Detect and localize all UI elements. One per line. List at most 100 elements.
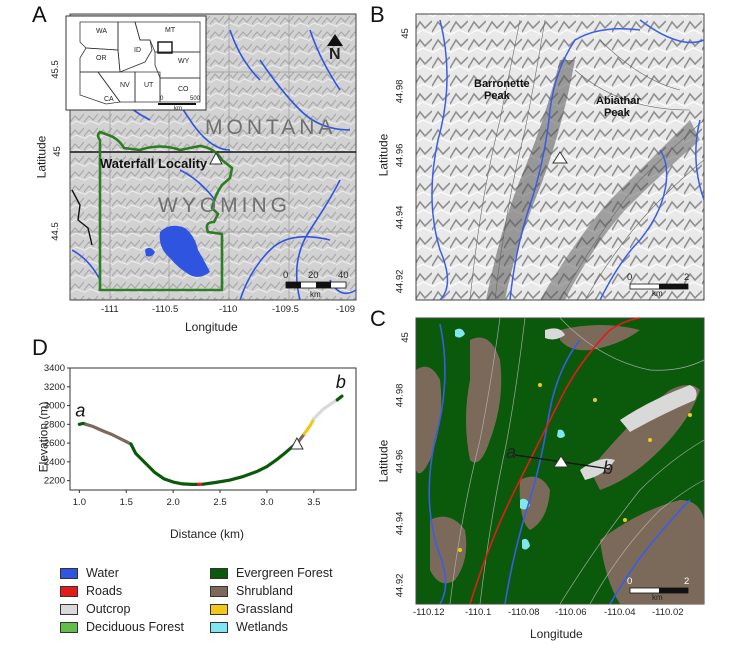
profile-segment-grassland <box>302 417 316 436</box>
legend-label-roads: Roads <box>86 584 123 598</box>
legend-label-water: Water <box>86 566 119 580</box>
d-ylabel: Elevation (m) <box>36 401 51 473</box>
a-xlabel: Longitude <box>185 320 238 334</box>
c-xlabel: Longitude <box>530 627 583 641</box>
c-xtick-5: -110.02 <box>652 607 684 618</box>
profile-end-label: b <box>336 372 346 392</box>
inset-label-wy: WY <box>178 58 190 65</box>
peak-abiathar-line1: Abiathar <box>596 95 641 107</box>
x-tick-label: 2.0 <box>167 497 180 508</box>
legend-swatch-shrubland <box>210 585 228 597</box>
c-xtick-4: -110.04 <box>604 607 636 618</box>
c-profile-start: a <box>506 442 517 462</box>
scale-c-0: 0 <box>627 576 633 587</box>
c-profile-end: b <box>603 458 614 478</box>
profile-segment-outcrop <box>312 398 339 421</box>
x-tick-label: 1.5 <box>120 497 133 508</box>
x-tick-label: 2.5 <box>213 497 226 508</box>
c-xtick-0: -110.12 <box>413 607 445 618</box>
y-tick-label: 2400 <box>44 457 65 468</box>
inset-scale-0: 0 <box>160 96 164 102</box>
legend-swatch-roads <box>60 585 78 597</box>
legend-label-wetlands: Wetlands <box>236 620 288 634</box>
y-tick-label: 3000 <box>44 401 65 412</box>
scale-a-0: 0 <box>283 270 289 281</box>
legend-swatch-grassland <box>210 603 228 615</box>
legend-swatch-outcrop <box>60 603 78 615</box>
peak-barronette-line2: Peak <box>484 90 510 102</box>
locality-marker <box>290 436 304 450</box>
scale-b-unit: km <box>652 289 663 298</box>
y-tick-label: 3400 <box>44 363 65 374</box>
legend-label-grassland: Grassland <box>236 602 293 616</box>
panel-b-letter: B <box>370 2 385 27</box>
scale-c-2: 2 <box>684 576 690 587</box>
x-tick-label: 3.5 <box>307 497 320 508</box>
scale-b-0: 0 <box>627 272 633 283</box>
north-label: N <box>329 46 341 63</box>
inset-label-wa: WA <box>96 28 108 35</box>
a-xtick-2: -110 <box>219 304 238 315</box>
c-xtick-3: -110.06 <box>555 607 587 618</box>
peak-barronette-line1: Barronette <box>474 78 530 90</box>
x-tick-label: 3.0 <box>260 497 273 508</box>
inset-label-or: OR <box>96 55 107 62</box>
inset-label-co: CO <box>178 86 189 93</box>
legend-item-water: Water <box>60 566 119 580</box>
profile-segment-evergreen-forest <box>129 442 201 486</box>
panel-c-letter: C <box>370 306 386 331</box>
legend-swatch-evergreen-forest <box>210 567 228 579</box>
inset-label-ca: CA <box>104 96 114 103</box>
scale-c-unit: km <box>652 593 663 602</box>
legend-item-deciduous-forest: Deciduous Forest <box>60 620 184 634</box>
legend-item-grassland: Grassland <box>210 602 293 616</box>
peak-abiathar-line2: Peak <box>604 107 630 119</box>
y-tick-label: 2600 <box>44 438 65 449</box>
locality-label: Waterfall Locality <box>100 156 208 171</box>
y-tick-label: 3200 <box>44 382 65 393</box>
legend-item-wetlands: Wetlands <box>210 620 288 634</box>
inset-label-mt: MT <box>165 27 176 34</box>
inset-label-id: ID <box>134 47 141 54</box>
profile-segment-shrubland <box>84 422 133 446</box>
c-xtick-1: -110.1 <box>465 607 492 618</box>
c-xtick-2: -110.08 <box>508 607 540 618</box>
profile-segment-evergreen-forest <box>335 394 344 402</box>
x-tick-label: 1.0 <box>73 497 86 508</box>
legend-swatch-water <box>60 567 78 579</box>
profile-segment-evergreen-forest <box>201 444 295 486</box>
legend-item-outcrop: Outcrop <box>60 602 130 616</box>
legend-swatch-wetlands <box>210 621 228 633</box>
map-a <box>65 13 357 301</box>
legend-label-deciduous-forest: Deciduous Forest <box>86 620 184 634</box>
a-xtick-1: -110.5 <box>152 304 179 315</box>
a-xtick-0: -111 <box>101 304 119 315</box>
legend-label-shrubland: Shrubland <box>236 584 293 598</box>
inset-scale-500: 500 <box>190 96 201 102</box>
inset-label-ut: UT <box>144 82 154 89</box>
profile-start-label: a <box>75 400 85 420</box>
legend-label-evergreen-forest: Evergreen Forest <box>236 566 333 580</box>
a-xtick-3: -109.5 <box>272 304 299 315</box>
state-label-wyoming: WYOMING <box>158 194 291 217</box>
y-tick-label: 2800 <box>44 419 65 430</box>
scale-b-2: 2 <box>684 272 690 283</box>
legend-item-roads: Roads <box>60 584 122 598</box>
legend-label-outcrop: Outcrop <box>86 602 131 616</box>
panel-a-letter: A <box>32 2 47 27</box>
a-xtick-4: -109 <box>336 304 356 315</box>
map-b <box>415 13 705 301</box>
d-xlabel: Distance (km) <box>170 527 245 541</box>
inset-label-nv: NV <box>120 82 130 89</box>
legend-swatch-deciduous-forest <box>60 621 78 633</box>
panel-d-letter: D <box>32 335 48 360</box>
legend-item-evergreen-forest: Evergreen Forest <box>210 566 333 580</box>
legend-item-shrubland: Shrubland <box>210 584 293 598</box>
scale-a-40: 40 <box>338 270 349 281</box>
land-cover-legend: Water Roads Outcrop Deciduous Forest Eve… <box>60 560 380 640</box>
inset-scale-unit: km <box>174 106 182 112</box>
state-label-montana: MONTANA <box>205 116 337 139</box>
scale-a-20: 20 <box>308 270 319 281</box>
